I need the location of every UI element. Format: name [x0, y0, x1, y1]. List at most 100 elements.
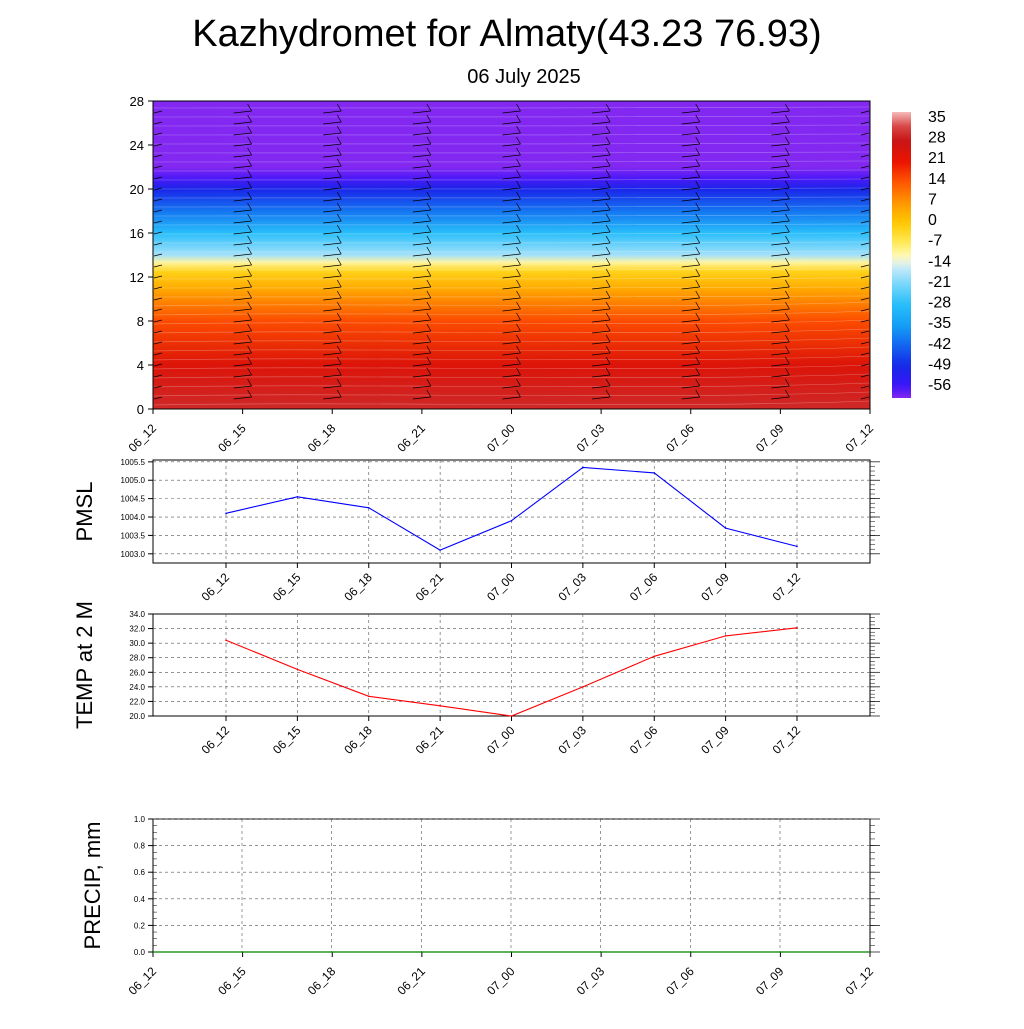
wind-barb — [323, 209, 342, 213]
y-tick-label: 20.0 — [129, 712, 145, 721]
wind-barb — [323, 319, 342, 323]
wind-barb-flag — [247, 356, 252, 365]
wind-barb — [860, 352, 870, 356]
wind-barb-flag — [336, 367, 342, 376]
colorbar-label: -35 — [928, 315, 951, 332]
x-tick-label: 06_15 — [270, 570, 304, 604]
y-tick-label: 1005.5 — [121, 458, 146, 467]
wind-barb-flag — [785, 268, 790, 277]
wind-barb — [592, 286, 611, 290]
wind-barb — [323, 132, 342, 136]
wind-barb — [323, 143, 342, 147]
wind-barb-flag — [336, 345, 342, 354]
wind-barb — [771, 297, 790, 301]
wind-barb-flag — [247, 125, 252, 134]
wind-barb-flag — [426, 345, 432, 354]
wind-barb-flag — [516, 169, 521, 178]
colorbar-label: -21 — [928, 274, 951, 291]
wind-barb-flag — [605, 290, 611, 299]
wind-barb-flag — [247, 246, 252, 255]
wind-barb-flag — [785, 279, 790, 288]
colorbar — [892, 112, 911, 398]
wind-barb — [502, 187, 521, 191]
wind-barb-flag — [247, 158, 252, 167]
wind-barb-flag — [785, 246, 790, 255]
y-tick-label: 30.0 — [129, 639, 145, 648]
x-tick-label: 06_18 — [341, 723, 375, 757]
wind-barb — [412, 385, 431, 389]
wind-barb-flag — [785, 301, 790, 310]
wind-barb — [502, 209, 521, 213]
wind-barb-flag — [605, 323, 611, 332]
wind-barb-flag — [247, 169, 252, 178]
wind-barb-flag — [247, 235, 252, 244]
wind-barb-flag — [695, 191, 701, 200]
y-tick-label: 0.2 — [134, 921, 146, 930]
wind-barb-flag — [605, 202, 611, 211]
wind-barb — [153, 220, 163, 224]
wind-barb-flag — [695, 367, 701, 376]
wind-barb — [412, 165, 431, 169]
wind-barb-flag — [516, 213, 521, 222]
wind-barb — [860, 319, 870, 323]
wind-barb-flag — [516, 147, 521, 156]
wind-barb — [771, 253, 790, 257]
y-tick-label: 1004.0 — [121, 513, 146, 522]
wind-barb-flag — [247, 191, 252, 200]
wind-barb — [412, 396, 431, 400]
x-tick-label: 06_15 — [270, 723, 304, 757]
wind-barb-flag — [785, 323, 790, 332]
wind-barb-flag — [605, 345, 611, 354]
wind-barb-flag — [695, 356, 701, 365]
y-tick-label: 16 — [130, 226, 144, 241]
wind-barb-flag — [516, 378, 521, 387]
wind-barb — [592, 374, 611, 378]
wind-barb-flag — [605, 356, 611, 365]
pmsl-point — [582, 466, 584, 469]
wind-barb — [412, 264, 431, 268]
wind-barb-flag — [426, 279, 432, 288]
wind-barb-flag — [336, 191, 342, 200]
wind-barb-flag — [516, 290, 521, 299]
wind-barb — [412, 374, 431, 378]
wind-barb — [592, 341, 611, 345]
x-tick-label: 06_21 — [413, 723, 447, 757]
wind-barb — [153, 319, 163, 323]
wind-barb-flag — [605, 114, 611, 123]
x-tick-label: 07_09 — [753, 964, 787, 998]
wind-barb-flag — [785, 202, 790, 211]
wind-barb — [592, 209, 611, 213]
colorbar-label: 28 — [928, 130, 946, 147]
wind-barb — [233, 396, 252, 400]
wind-barb-flag — [247, 378, 252, 387]
wind-barb — [771, 374, 790, 378]
wind-barb — [592, 253, 611, 257]
y-tick-label: 34.0 — [129, 610, 145, 619]
wind-barb-flag — [695, 180, 701, 189]
wind-barb — [771, 363, 790, 367]
wind-barb — [233, 121, 252, 125]
wind-barb — [502, 253, 521, 257]
wind-barb-flag — [336, 279, 342, 288]
wind-barb-flag — [247, 279, 252, 288]
wind-barb — [860, 253, 870, 257]
wind-barb-flag — [785, 345, 790, 354]
wind-barb — [412, 352, 431, 356]
wind-barb — [153, 264, 163, 268]
wind-barb — [592, 110, 611, 114]
x-tick-label: 06_18 — [305, 421, 339, 455]
wind-barb-flag — [785, 213, 790, 222]
wind-barb-flag — [605, 180, 611, 189]
wind-barb-flag — [336, 323, 342, 332]
wind-barb — [502, 176, 521, 180]
wind-barb — [771, 198, 790, 202]
panel-frame — [152, 818, 871, 953]
wind-barb-flag — [605, 301, 611, 310]
wind-barb-flag — [695, 235, 701, 244]
wind-barb-flag — [426, 378, 432, 387]
wind-barb-flag — [516, 180, 521, 189]
wind-barb — [323, 374, 342, 378]
wind-barb — [153, 396, 163, 400]
wind-barb — [412, 143, 431, 147]
